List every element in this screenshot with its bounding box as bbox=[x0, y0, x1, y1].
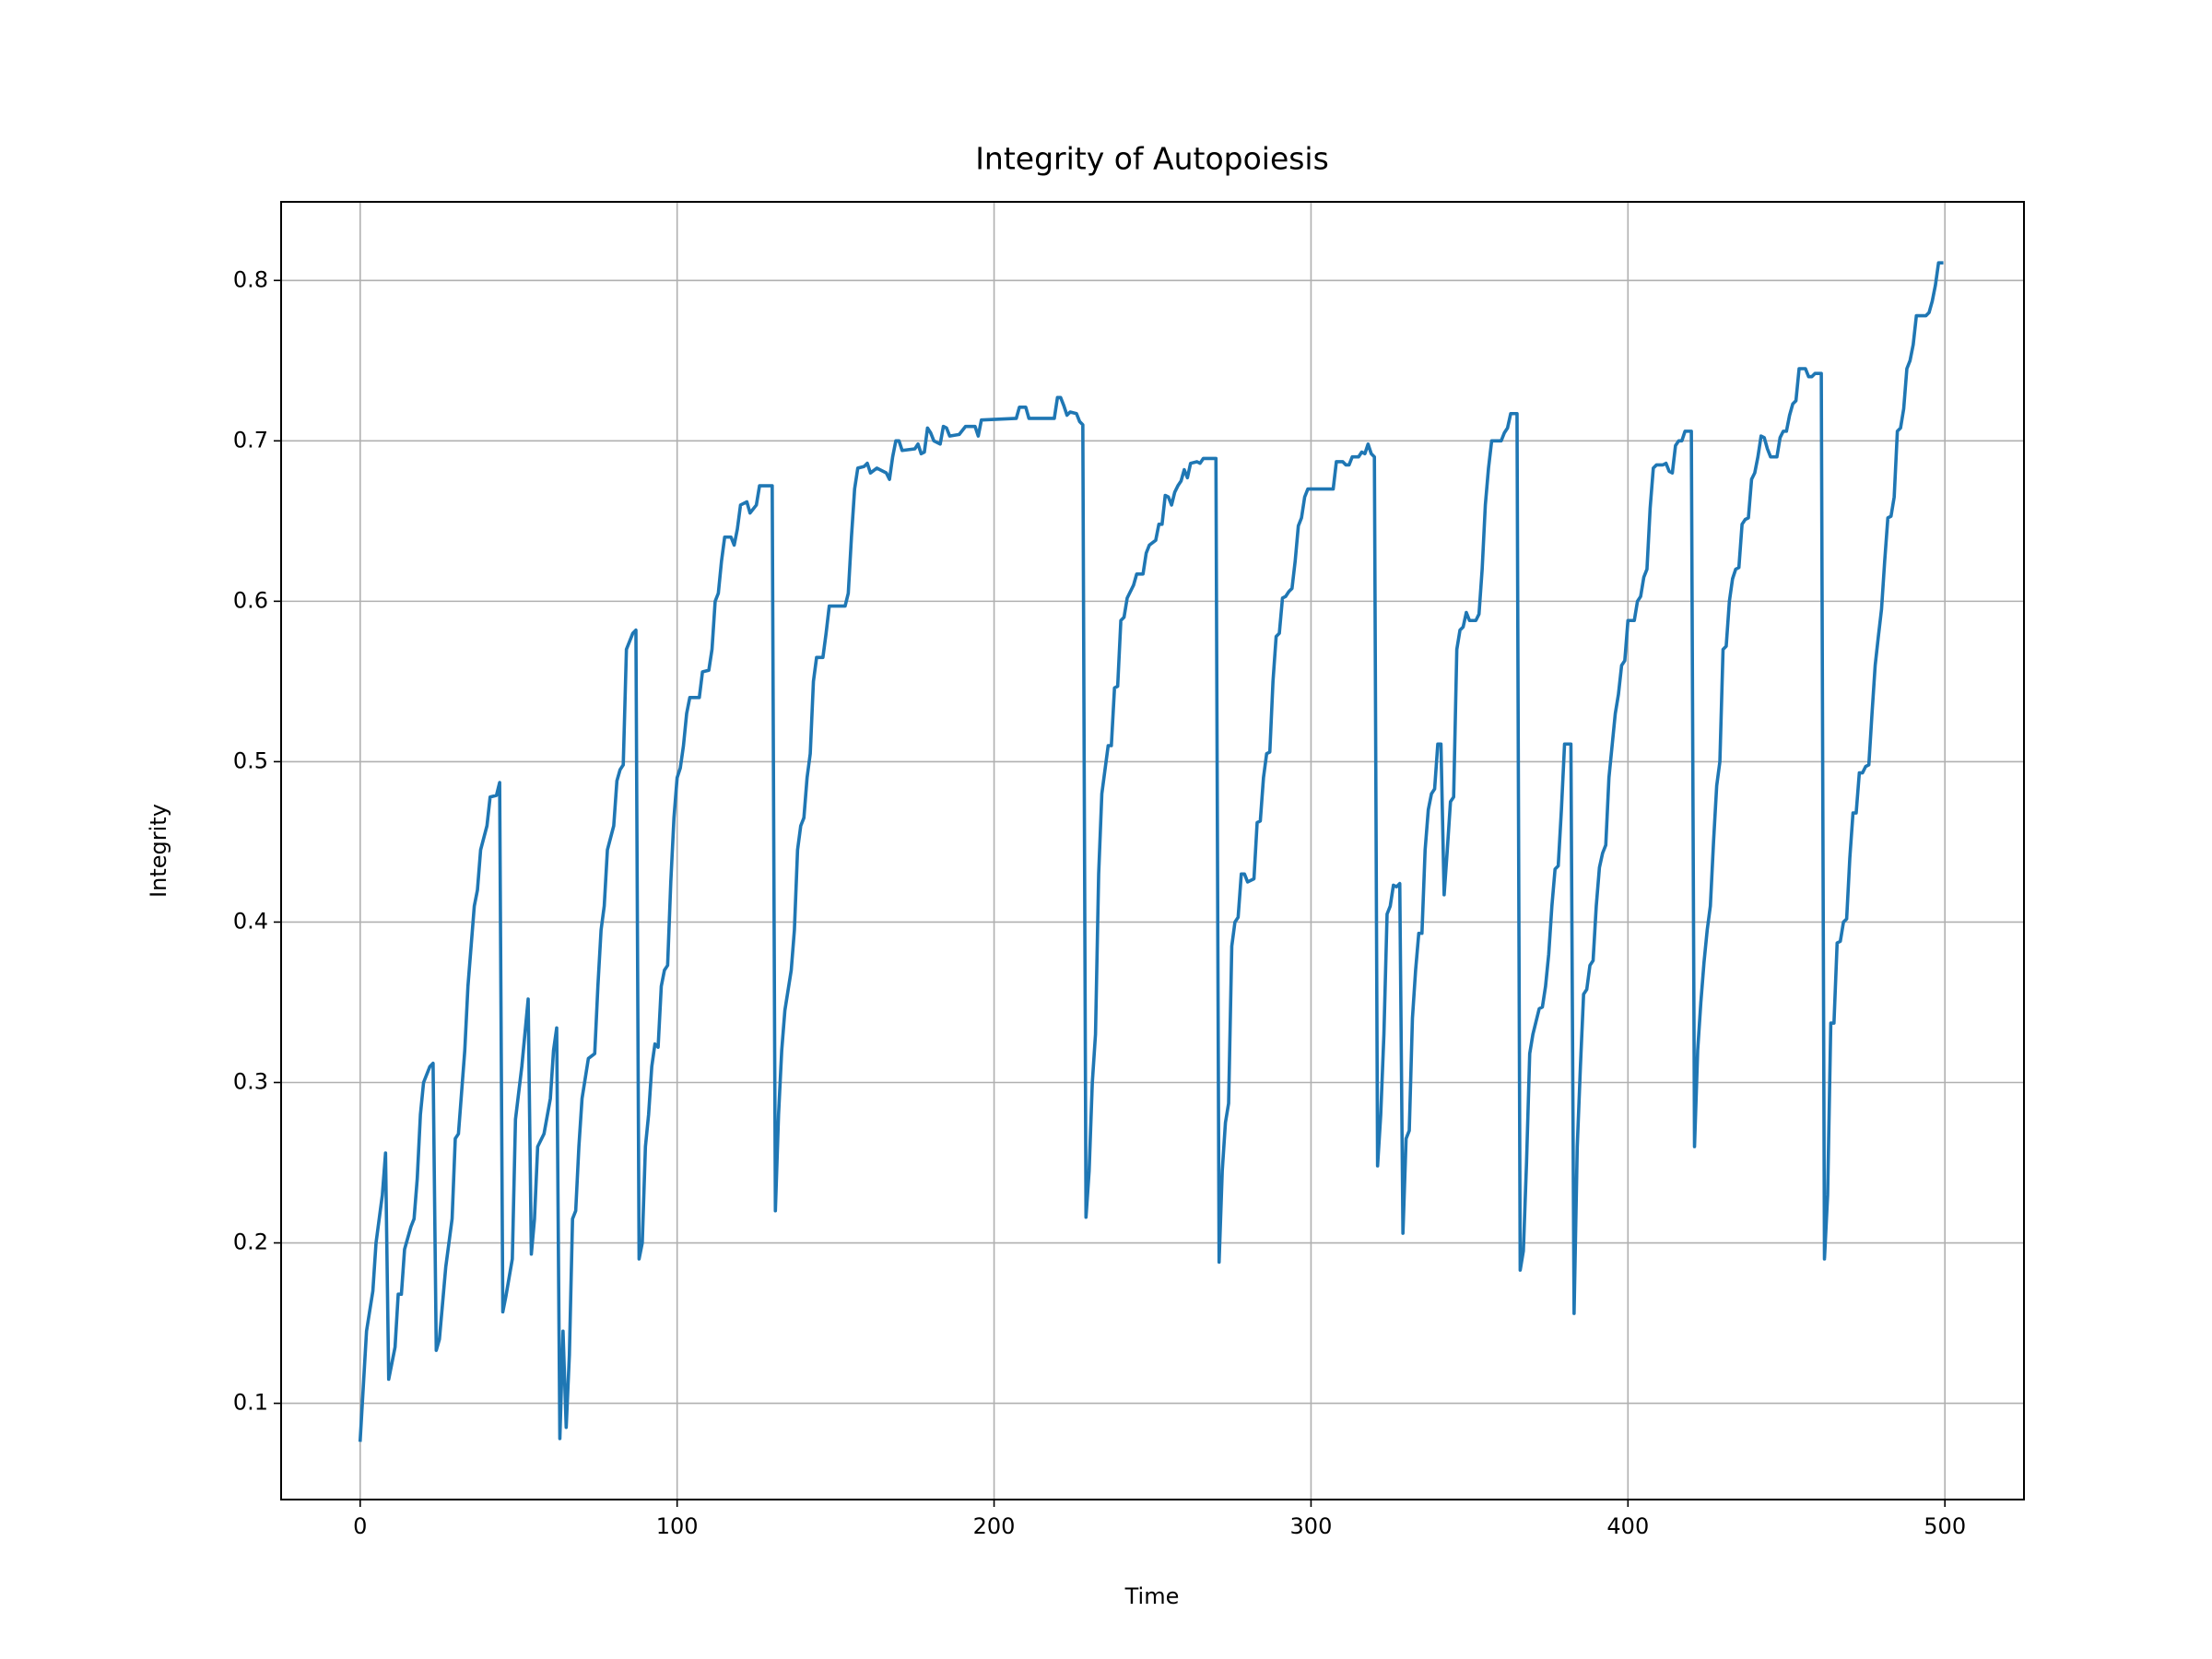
grid bbox=[281, 202, 2024, 1500]
y-tick-label: 0.8 bbox=[233, 266, 268, 292]
y-tick-label: 0.5 bbox=[233, 747, 268, 773]
x-tick-label: 100 bbox=[656, 1513, 699, 1539]
x-tick-label: 200 bbox=[973, 1513, 1016, 1539]
y-tick-label: 0.4 bbox=[233, 908, 268, 934]
chart-title: Integrity of Autopoiesis bbox=[975, 141, 1329, 177]
x-tick-label: 400 bbox=[1606, 1513, 1649, 1539]
y-tick-label: 0.3 bbox=[233, 1068, 268, 1094]
y-axis-label: Integrity bbox=[146, 804, 171, 898]
x-tick-label: 0 bbox=[353, 1513, 367, 1539]
plot-area bbox=[358, 261, 1944, 1442]
y-tick-label: 0.6 bbox=[233, 587, 268, 613]
data-line bbox=[358, 261, 1944, 1442]
x-axis-label: Time bbox=[1124, 1583, 1180, 1609]
y-tick-label: 0.7 bbox=[233, 427, 268, 453]
y-tick-label: 0.2 bbox=[233, 1230, 268, 1255]
y-tick-label: 0.1 bbox=[233, 1390, 268, 1416]
x-tick-label: 500 bbox=[1924, 1513, 1966, 1539]
ticks: 0 100 200 300 400 500 0.1 0.2 0.3 0.4 0.5 0.6 0.7 0.8 bbox=[233, 266, 1966, 1539]
axes-frame bbox=[280, 201, 2025, 1500]
x-tick-label: 300 bbox=[1290, 1513, 1333, 1539]
